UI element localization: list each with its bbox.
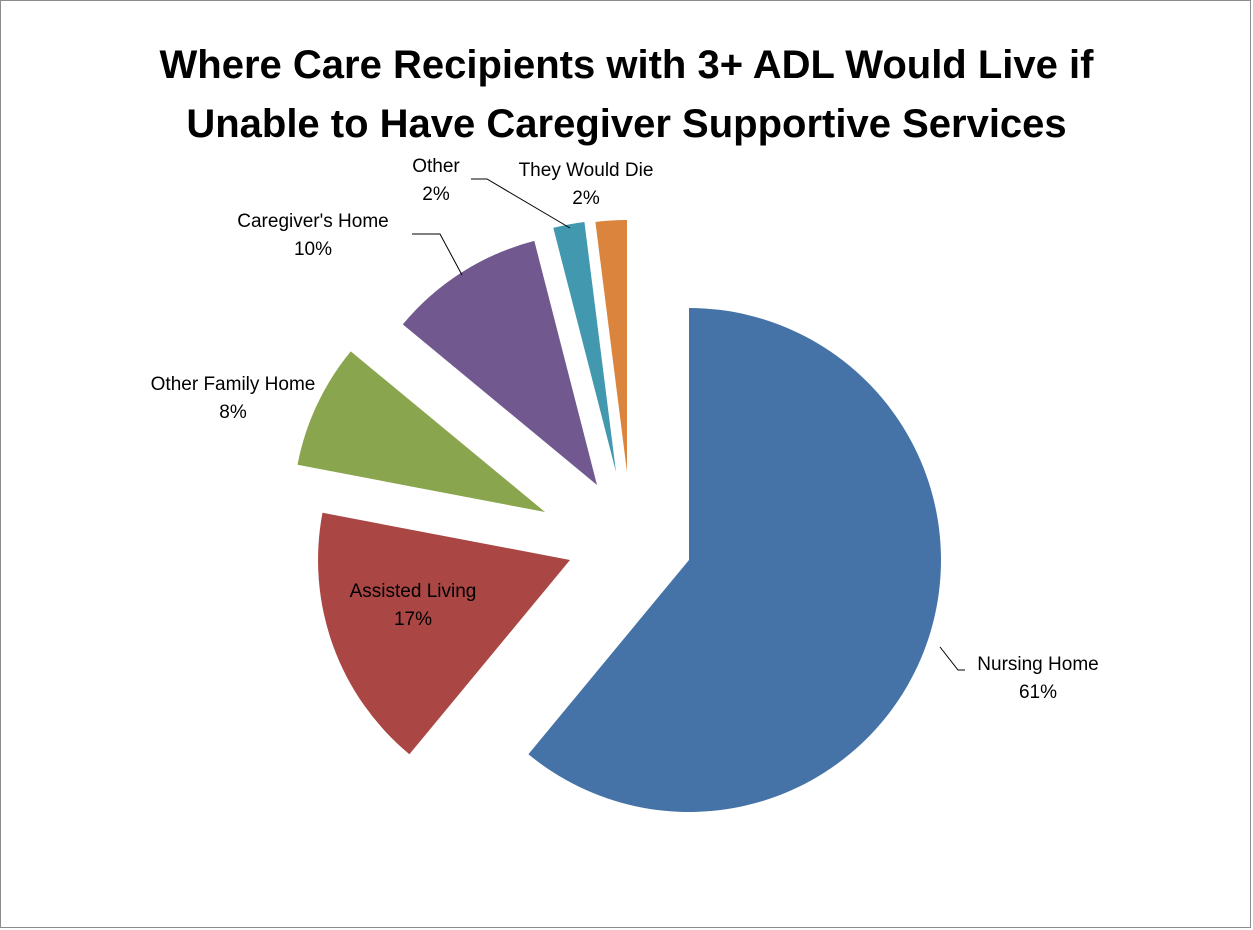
data-label-value: 10% [294, 239, 332, 260]
data-label-value: 2% [572, 188, 600, 209]
data-label: They Would Die 2% [519, 160, 654, 209]
chart-title-line-2: Unable to Have Caregiver Supportive Serv… [186, 102, 1067, 146]
data-label-category: Nursing Home [977, 654, 1098, 675]
leader-line [939, 646, 965, 671]
data-label-category: Other Family Home [151, 374, 316, 395]
leader-line [412, 233, 463, 276]
chart-title: Where Care Recipients with 3+ ADL Would … [0, 36, 1253, 154]
data-label: Other 2% [412, 156, 460, 205]
data-label-category: They Would Die [519, 160, 654, 181]
data-label-value: 61% [1019, 682, 1057, 703]
pie-slice-other-family-home [297, 351, 545, 512]
data-label: Nursing Home 61% [977, 654, 1098, 703]
pie-slice-other [553, 222, 616, 472]
pie-slice-nursing-home [528, 308, 941, 812]
data-label-value: 8% [219, 402, 247, 423]
pie-slice-they-would-die [595, 220, 627, 472]
data-label-category: Assisted Living [350, 581, 477, 602]
data-label-category: Other [412, 156, 460, 177]
data-label-category: Caregiver's Home [237, 211, 388, 232]
data-label-value: 2% [422, 184, 450, 205]
pie-slice-assisted-living [318, 512, 570, 755]
data-label: Caregiver's Home 10% [237, 211, 388, 260]
chart-title-line-1: Where Care Recipients with 3+ ADL Would … [159, 43, 1094, 87]
data-label: Assisted Living 17% [350, 581, 477, 630]
data-label: Other Family Home 8% [151, 374, 316, 423]
pie-slice-caregiver-s-home [402, 240, 597, 485]
leader-line [471, 178, 571, 229]
data-label-value: 17% [394, 609, 432, 630]
